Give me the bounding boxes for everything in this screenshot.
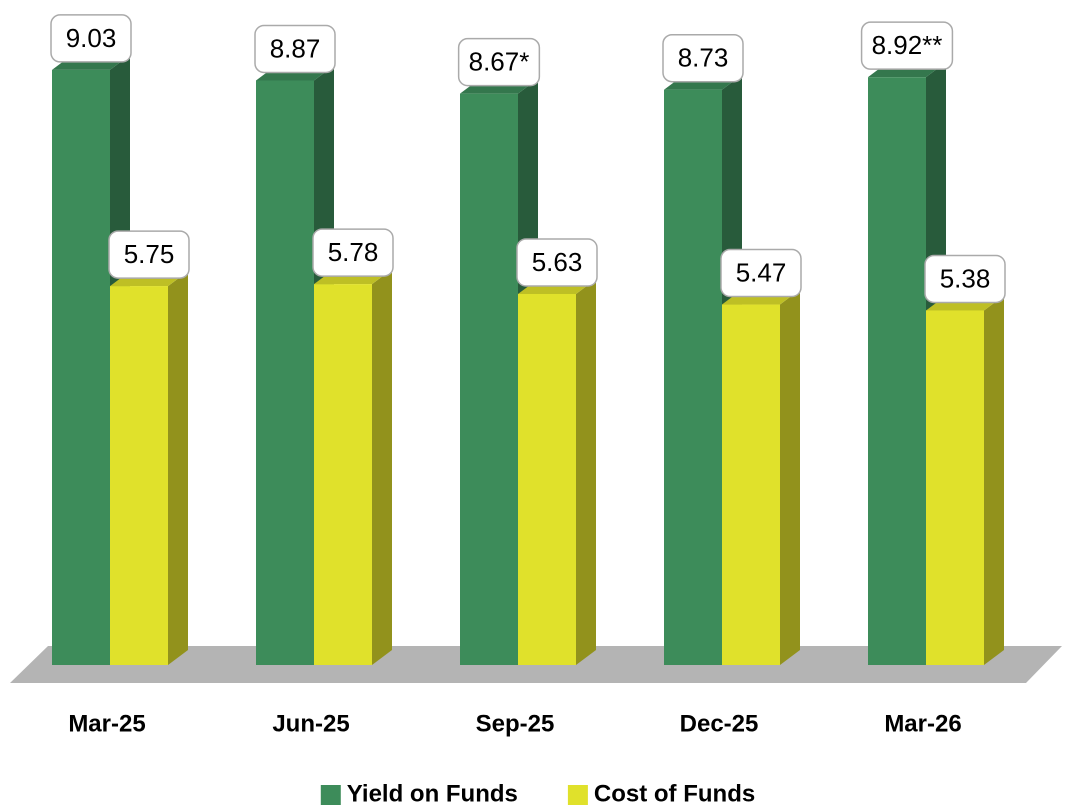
value-label-box xyxy=(312,228,394,277)
bar-side xyxy=(168,271,188,665)
value-label: 5.47 xyxy=(736,257,787,287)
bar xyxy=(110,286,168,665)
bar-side xyxy=(984,295,1004,665)
value-label-box xyxy=(662,33,744,83)
bar xyxy=(52,69,110,666)
bar-side xyxy=(780,289,800,665)
value-label: 5.63 xyxy=(532,247,583,277)
value-label: 5.75 xyxy=(124,239,175,269)
bar-side xyxy=(576,278,596,665)
x-tick-label: Dec-25 xyxy=(680,710,759,737)
value-label-box xyxy=(254,24,336,74)
bar-side xyxy=(372,269,392,665)
legend-label: Cost of Funds xyxy=(594,780,755,807)
bar xyxy=(868,77,926,665)
value-label-box xyxy=(860,21,954,70)
value-label: 5.78 xyxy=(328,237,379,267)
value-label-box xyxy=(720,248,802,298)
value-label: 8.67* xyxy=(469,47,530,77)
x-tick-label: Mar-26 xyxy=(884,710,961,737)
bar xyxy=(926,310,984,665)
value-label: 8.92** xyxy=(872,30,943,60)
value-label-box xyxy=(924,254,1006,304)
x-tick-label: Jun-25 xyxy=(272,710,349,737)
value-label-box xyxy=(457,37,541,87)
legend-label: Yield on Funds xyxy=(347,780,518,807)
bar xyxy=(664,89,722,666)
value-label-box xyxy=(516,238,598,287)
bar xyxy=(256,80,314,666)
bar xyxy=(722,304,780,665)
value-label-box xyxy=(108,230,190,279)
value-label: 9.03 xyxy=(66,23,117,53)
value-label-box xyxy=(50,14,132,63)
legend-swatch xyxy=(320,785,341,805)
value-label: 8.73 xyxy=(678,43,729,73)
value-label: 8.87 xyxy=(270,33,321,63)
value-label: 5.38 xyxy=(940,263,991,293)
bar xyxy=(460,93,518,666)
bar xyxy=(314,284,372,665)
legend-swatch xyxy=(567,785,588,805)
x-tick-label: Mar-25 xyxy=(68,710,145,737)
bar xyxy=(518,293,576,665)
x-tick-label: Sep-25 xyxy=(476,710,555,737)
